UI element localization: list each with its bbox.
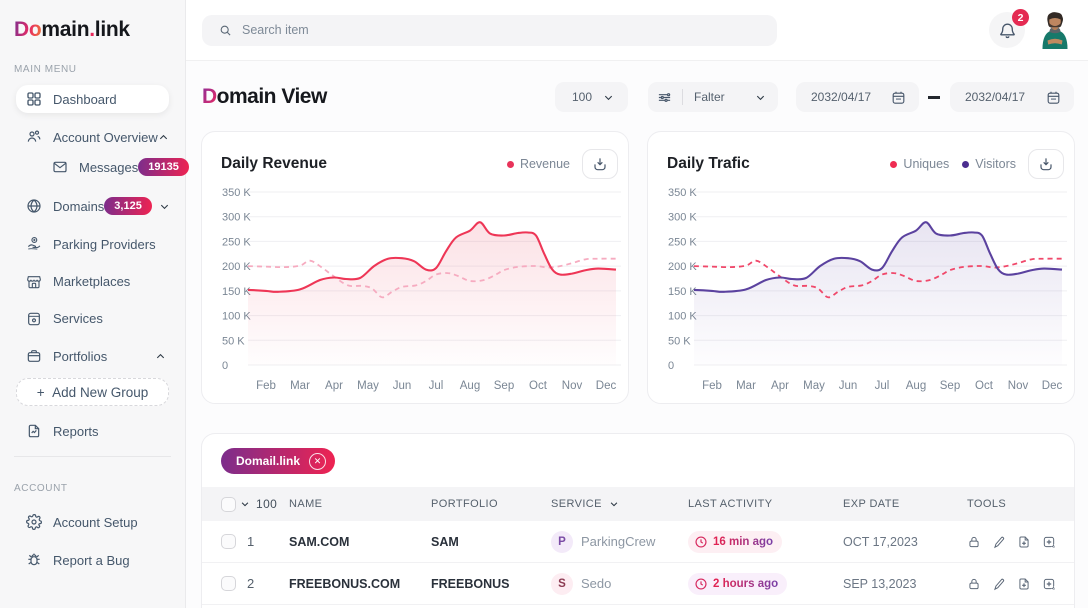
svg-text:200 K: 200 K <box>222 261 251 273</box>
svg-text:300 K: 300 K <box>222 212 251 224</box>
svg-text:50 K: 50 K <box>222 335 245 347</box>
svg-text:0: 0 <box>668 360 674 372</box>
svg-text:Oct: Oct <box>975 380 994 392</box>
svg-text:May: May <box>357 380 379 392</box>
svg-text:Dec: Dec <box>1042 380 1063 392</box>
svg-text:May: May <box>803 380 825 392</box>
svg-text:Nov: Nov <box>1008 380 1029 392</box>
svg-text:Feb: Feb <box>256 380 276 392</box>
svg-text:350 K: 350 K <box>222 187 251 199</box>
svg-text:Mar: Mar <box>290 380 310 392</box>
svg-text:150 K: 150 K <box>668 286 697 298</box>
svg-text:100 K: 100 K <box>668 311 697 323</box>
svg-text:100 K: 100 K <box>222 311 251 323</box>
svg-text:Jun: Jun <box>839 380 858 392</box>
svg-text:Apr: Apr <box>771 380 789 392</box>
svg-text:Oct: Oct <box>529 380 548 392</box>
svg-text:50 K: 50 K <box>668 335 691 347</box>
svg-text:250 K: 250 K <box>222 236 251 248</box>
svg-text:Jun: Jun <box>393 380 412 392</box>
svg-text:200 K: 200 K <box>668 261 697 273</box>
svg-text:Sep: Sep <box>940 380 960 392</box>
svg-text:Nov: Nov <box>562 380 583 392</box>
svg-text:Jul: Jul <box>429 380 444 392</box>
svg-text:Feb: Feb <box>702 380 722 392</box>
svg-text:300 K: 300 K <box>668 212 697 224</box>
svg-text:Aug: Aug <box>906 380 926 392</box>
svg-text:Mar: Mar <box>736 380 756 392</box>
svg-text:350 K: 350 K <box>668 187 697 199</box>
svg-text:Apr: Apr <box>325 380 343 392</box>
svg-text:Dec: Dec <box>596 380 617 392</box>
svg-text:150 K: 150 K <box>222 286 251 298</box>
svg-text:Sep: Sep <box>494 380 514 392</box>
svg-text:Jul: Jul <box>875 380 890 392</box>
svg-text:250 K: 250 K <box>668 236 697 248</box>
svg-text:Aug: Aug <box>460 380 480 392</box>
svg-text:0: 0 <box>222 360 228 372</box>
